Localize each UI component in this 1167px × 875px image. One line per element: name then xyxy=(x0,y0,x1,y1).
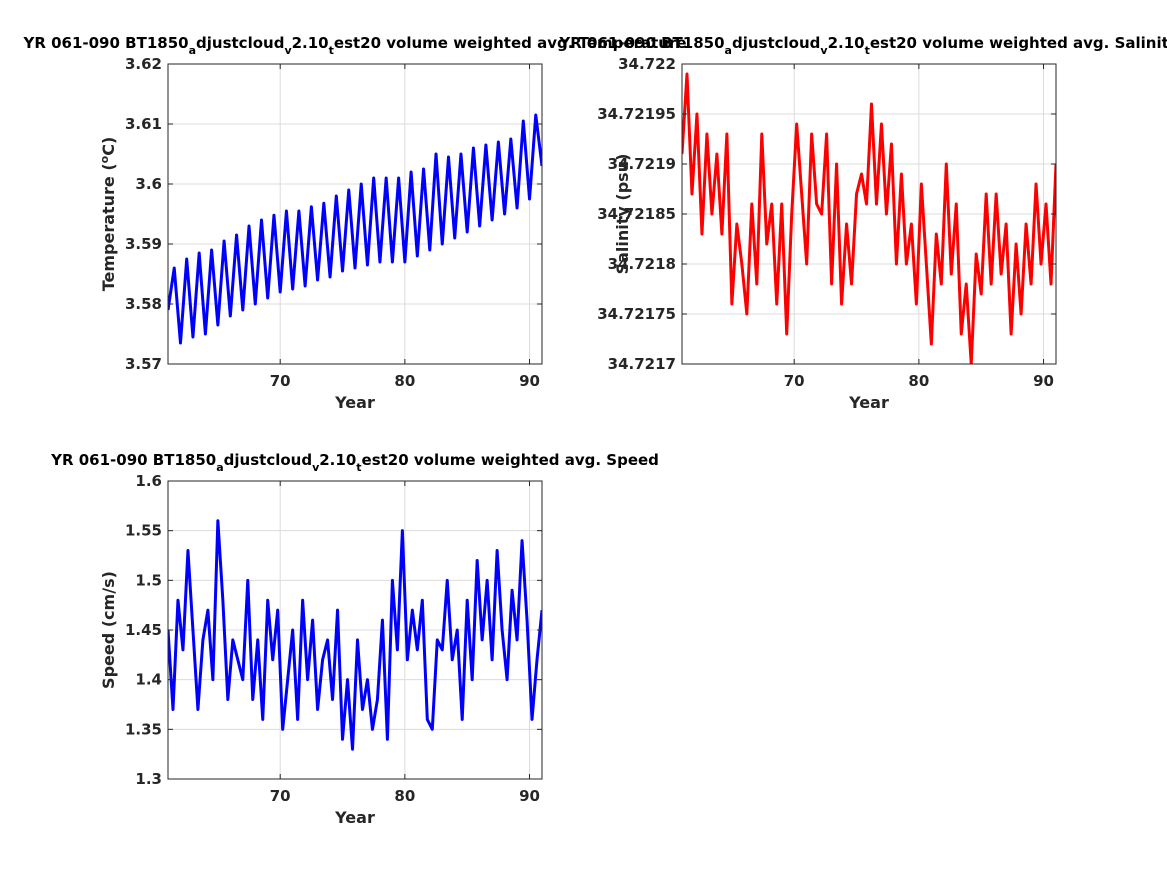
axes-frame xyxy=(681,63,1057,365)
x-tick-label: 90 xyxy=(1033,372,1054,390)
y-tick-label: 1.35 xyxy=(125,720,162,738)
chart-title-part: 2.10 xyxy=(292,34,329,52)
chart-title-part: djustcloud xyxy=(732,34,820,52)
y-tick-label: 1.6 xyxy=(135,472,162,490)
y-tick-label: 3.61 xyxy=(125,115,162,133)
speed-panel: 70 80 90 1.3 1.35 1.4 1.45 1.5 1.55 1.6 Year Speed … xyxy=(50,451,659,827)
x-tick-label: 70 xyxy=(784,372,805,390)
x-tick-label: 80 xyxy=(394,372,415,390)
chart-title-part: est20 volume weighted avg. Salinity xyxy=(870,34,1167,52)
chart-title-subscript: a xyxy=(189,44,196,57)
x-tick-label: 80 xyxy=(908,372,929,390)
y-tick-label: 3.59 xyxy=(125,235,162,253)
chart-title-part: YR 061-090 BT1850 xyxy=(22,34,188,52)
y-tick-label: 34.7217 xyxy=(608,355,676,373)
chart-title-subscript: v xyxy=(820,44,828,57)
y-tick-label: 1.4 xyxy=(135,671,162,689)
y-tick-label: 1.55 xyxy=(125,522,162,540)
axes-frame xyxy=(167,480,543,780)
chart-title-subscript: a xyxy=(725,44,732,57)
y-tick-label: 3.6 xyxy=(135,175,162,193)
chart-title-part: djustcloud xyxy=(224,451,312,469)
y-axis-label: Temperature (oC) xyxy=(98,137,118,292)
y-axis-label: Speed (cm/s) xyxy=(99,571,118,689)
temperature-panel: 70 80 90 3.57 3.58 3.59 3.6 3.61 3.62 Year Tempera… xyxy=(22,34,686,412)
series-line xyxy=(682,72,1056,364)
x-tick-label: 90 xyxy=(519,787,540,805)
y-tick-label: 1.3 xyxy=(135,770,162,788)
y-tick-label: 3.58 xyxy=(125,295,162,313)
x-tick-label: 70 xyxy=(270,372,291,390)
chart-title: YR 061-090 BT1850adjustcloudv2.10test20 … xyxy=(22,34,686,57)
chart-title-part: YR 061-090 BT1850 xyxy=(50,451,216,469)
y-tick-label: 3.57 xyxy=(125,355,162,373)
y-tick-label: 34.72195 xyxy=(597,105,676,123)
chart-title-part: 2.10 xyxy=(828,34,865,52)
chart-title-subscript: t xyxy=(329,44,334,57)
y-axis-label-part: Temperature ( xyxy=(99,163,118,291)
axes-frame xyxy=(167,63,543,365)
y-axis-label-sup: o xyxy=(98,155,111,163)
y-tick-label: 3.62 xyxy=(125,55,162,73)
y-tick-label: 34.7218 xyxy=(608,255,676,273)
x-axis-label: Year xyxy=(334,808,375,827)
y-tick-label: 1.5 xyxy=(135,571,162,589)
x-axis-label: Year xyxy=(848,393,889,412)
x-tick-label: 80 xyxy=(394,787,415,805)
series-line xyxy=(168,113,542,345)
chart-title-part: est20 volume weighted avg. Temperature xyxy=(334,34,687,52)
y-axis-label: Salinity (psu) xyxy=(613,154,632,275)
chart-title-subscript: t xyxy=(356,461,361,474)
y-tick-label: 34.72185 xyxy=(597,205,676,223)
chart-title-subscript: v xyxy=(312,461,320,474)
y-tick-label: 34.72175 xyxy=(597,305,676,323)
y-tick-label: 34.722 xyxy=(618,55,676,73)
chart-title: YR 061-090 BT1850adjustcloudv2.10test20 … xyxy=(50,451,659,474)
chart-title-subscript: v xyxy=(284,44,292,57)
chart-title-part: YR 061-090 BT1850 xyxy=(558,34,724,52)
chart-title-subscript: t xyxy=(865,44,870,57)
chart-title-part: djustcloud xyxy=(196,34,284,52)
x-axis-label: Year xyxy=(334,393,375,412)
chart-title-part: 2.10 xyxy=(319,451,356,469)
salinity-panel: 70 80 90 34.7217 34.72175 34.7218 34.72185 34.7… xyxy=(558,34,1167,412)
y-axis-label-part: C) xyxy=(99,137,118,156)
x-tick-label: 90 xyxy=(519,372,540,390)
plot-area xyxy=(168,64,542,364)
y-tick-label: 1.45 xyxy=(125,621,162,639)
chart-title-part: est20 volume weighted avg. Speed xyxy=(362,451,659,469)
y-tick-label: 34.7219 xyxy=(608,155,676,173)
chart-title: YR 061-090 BT1850adjustcloudv2.10test20 … xyxy=(558,34,1167,57)
chart-title-subscript: a xyxy=(216,461,223,474)
x-tick-label: 70 xyxy=(270,787,291,805)
series-line xyxy=(168,519,542,751)
